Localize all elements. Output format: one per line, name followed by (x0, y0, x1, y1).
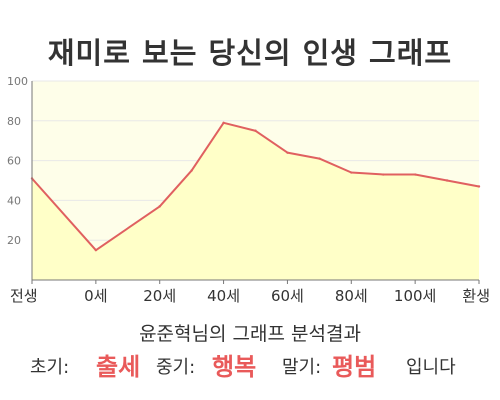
x-tick-label: 환생 (462, 287, 490, 305)
life-area (32, 122, 479, 280)
x-tick-label: 100세 (394, 287, 436, 305)
early-value: 출세 (96, 353, 141, 381)
x-tick-label: 80세 (335, 287, 368, 305)
late-value: 평범 (332, 353, 377, 381)
axes (31, 81, 480, 284)
result-suffix: 입니다 (406, 357, 456, 378)
x-tick-label: 20세 (143, 287, 176, 305)
data-point (94, 248, 98, 252)
data-point (286, 151, 289, 154)
y-tick-labels: 100 80 60 40 20 (7, 75, 28, 247)
data-point (158, 205, 161, 208)
y-tick-label: 60 (7, 155, 21, 168)
mid-value: 행복 (212, 353, 257, 381)
data-point (382, 173, 385, 176)
data-point (318, 157, 321, 160)
y-tick-label: 40 (7, 194, 21, 207)
data-point (190, 169, 193, 172)
data-points (30, 121, 481, 252)
data-point (254, 129, 257, 132)
late-label: 말기: (282, 357, 322, 378)
result-heading: 윤준혁님의 그래프 분석결과 (139, 323, 361, 345)
x-tick-label: 전생 (10, 287, 38, 305)
y-tick-label: 20 (7, 234, 21, 247)
result-summary: 초기: 출세 중기: 행복 말기: 평범 입니다 (0, 345, 500, 383)
y-tick-label: 100 (7, 75, 28, 88)
data-point (445, 179, 449, 182)
x-tick-labels: 전생 0세 20세 40세 60세 80세 100세 환생 (10, 287, 490, 305)
data-point (350, 171, 353, 174)
data-point (222, 121, 225, 124)
x-tick-label: 60세 (271, 287, 304, 305)
x-tick-label: 0세 (84, 287, 107, 305)
mid-label: 중기: (156, 357, 196, 378)
y-tick-label: 80 (7, 115, 21, 128)
data-point (413, 173, 417, 176)
early-label: 초기: (30, 357, 70, 378)
x-tick-label: 40세 (207, 287, 240, 305)
data-point (477, 185, 481, 188)
chart-title: 재미로 보는 당신의 인생 그래프 (47, 36, 453, 70)
